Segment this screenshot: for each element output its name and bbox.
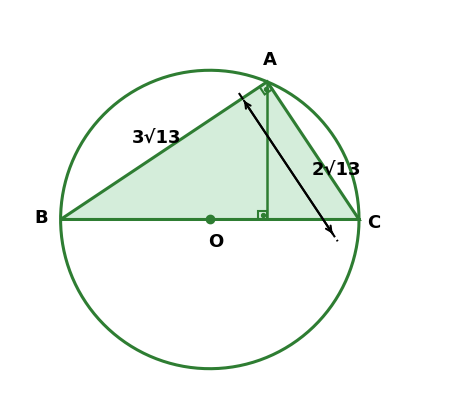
Polygon shape <box>60 82 358 220</box>
Text: A: A <box>262 51 276 69</box>
Text: O: O <box>208 233 223 251</box>
Text: C: C <box>367 214 379 232</box>
Text: B: B <box>34 209 48 227</box>
Text: 2√13: 2√13 <box>310 161 360 178</box>
Text: 3√13: 3√13 <box>132 129 181 147</box>
